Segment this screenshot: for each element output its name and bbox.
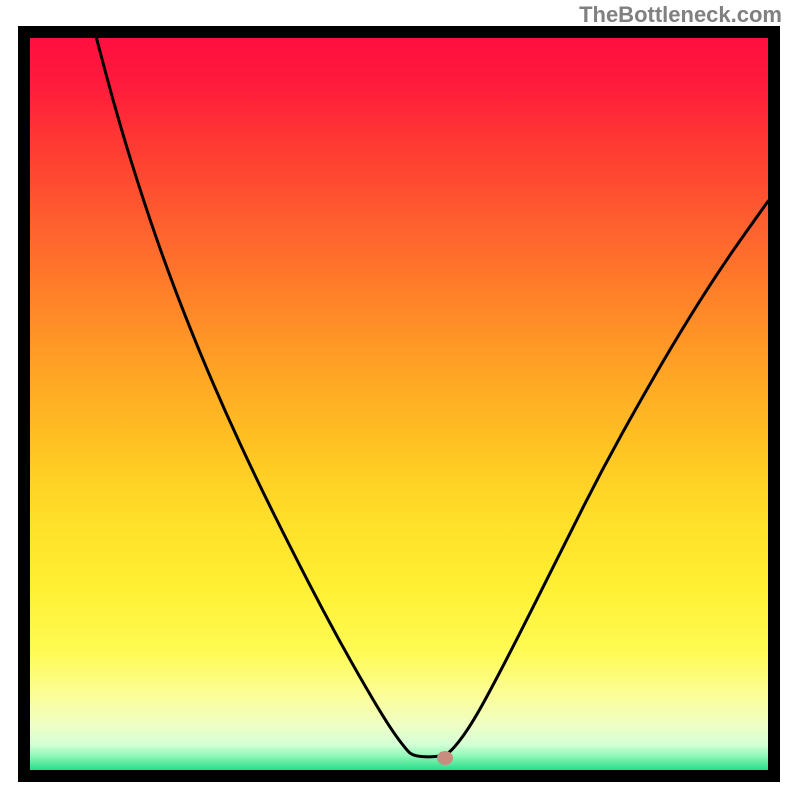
operating-point-marker xyxy=(437,751,453,765)
gradient-background xyxy=(30,38,768,770)
chart-container: TheBottleneck.com xyxy=(0,0,800,800)
watermark-text: TheBottleneck.com xyxy=(579,2,782,28)
